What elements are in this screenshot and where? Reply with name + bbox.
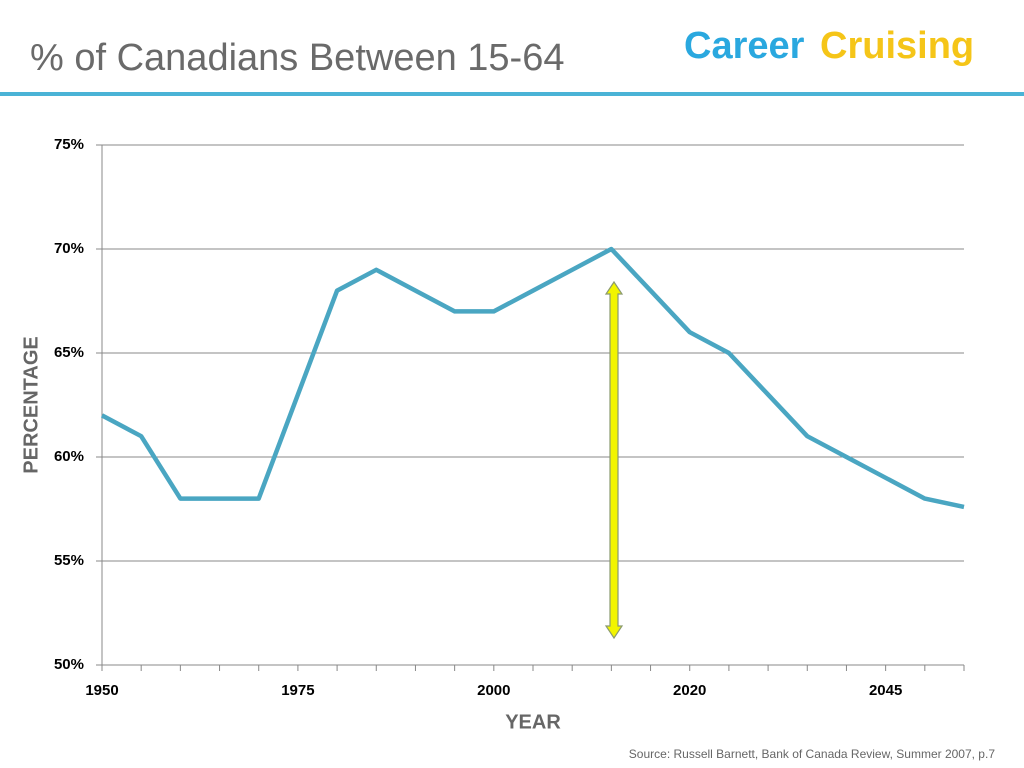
x-tick-label: 1975 — [281, 682, 314, 699]
brand-first: Career — [684, 25, 805, 67]
x-tick-label: 2045 — [869, 682, 902, 699]
x-axis-label: YEAR — [505, 711, 561, 733]
annotation-arrow — [604, 280, 624, 640]
header-rule — [0, 92, 1024, 96]
y-axis-label: PERCENTAGE — [20, 336, 42, 473]
brand-second: Cruising — [820, 25, 974, 67]
x-tick-label: 2020 — [673, 682, 706, 699]
y-tick-label: 50% — [54, 656, 84, 673]
slide-title: % of Canadians Between 15-64 — [30, 37, 564, 79]
data-line — [100, 246, 965, 510]
source-note: Source: Russell Barnett, Bank of Canada … — [629, 747, 996, 761]
y-tick-label: 55% — [54, 552, 84, 569]
y-tick-label: 65% — [54, 344, 84, 361]
y-tick-label: 60% — [54, 448, 84, 465]
y-tick-label: 75% — [54, 136, 84, 153]
y-tick-label: 70% — [54, 240, 84, 257]
x-tick-label: 1950 — [85, 682, 118, 699]
x-tick-label: 2000 — [477, 682, 510, 699]
